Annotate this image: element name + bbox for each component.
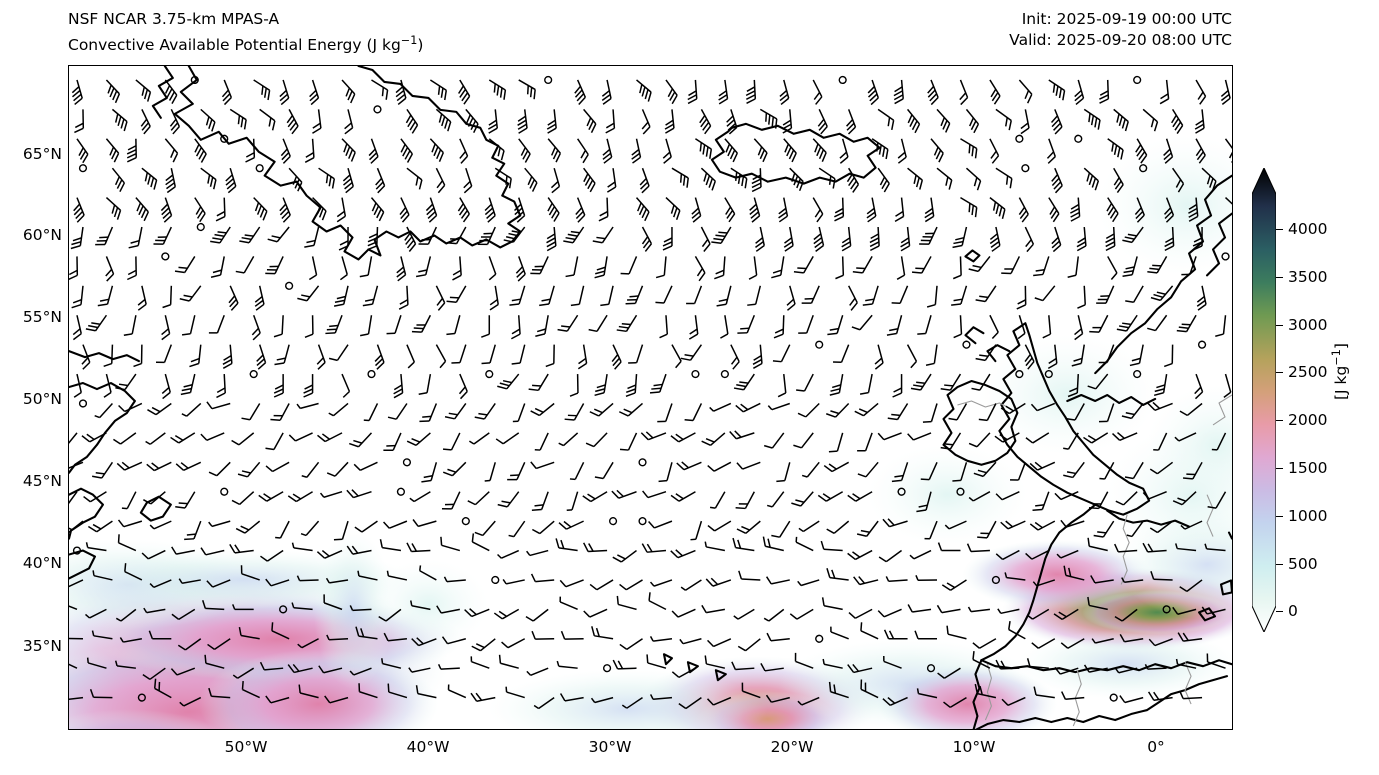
valid-time-label: Valid: 2025-09-20 08:00 UTC [1009,31,1232,49]
lat-tick-40n: 40°N [22,554,62,572]
map-canvas [69,66,1232,729]
lon-tick-0: 0° [1147,738,1165,756]
field-title-exponent: −1 [400,34,418,47]
colorbar-tick-500 [1276,564,1283,565]
colorbar-axis-label-text: [J kg [1332,365,1351,400]
colorbar-tick-3500 [1276,277,1283,278]
model-title: NSF NCAR 3.75-km MPAS-A [68,10,280,28]
colorbar-ticklabel-4000: 4000 [1288,220,1328,238]
lat-tick-50n: 50°N [22,390,62,408]
field-title-text: Convective Available Potential Energy (J… [68,36,401,55]
colorbar[interactable] [1252,168,1276,632]
colorbar-tick-1500 [1276,468,1283,469]
init-time-label: Init: 2025-09-19 00:00 UTC [1021,10,1232,28]
lat-tick-35n: 35°N [22,637,62,655]
lon-tick-40w: 40°W [406,738,450,756]
colorbar-ticklabel-2500: 2500 [1288,363,1328,381]
colorbar-tick-2000 [1276,420,1283,421]
lat-tick-45n: 45°N [22,472,62,490]
coastline-layer [69,66,1232,729]
lon-tick-30w: 30°W [588,738,632,756]
colorbar-tick-1000 [1276,516,1283,517]
colorbar-ticklabel-3000: 3000 [1288,316,1328,334]
colorbar-ticklabel-500: 500 [1288,555,1318,573]
cape-shading-layer [69,135,1232,729]
field-title: Convective Available Potential Energy (J… [68,30,423,56]
colorbar-axis-label-tail: ] [1332,343,1351,350]
colorbar-gradient [1252,168,1276,632]
field-title-tail: ) [417,36,424,55]
colorbar-ticklabel-3500: 3500 [1288,268,1328,286]
colorbar-ticklabel-2000: 2000 [1288,411,1328,429]
colorbar-axis-label: [J kg−1] [1330,343,1350,400]
colorbar-tick-4000 [1276,229,1283,230]
lat-tick-55n: 55°N [22,308,62,326]
lat-tick-65n: 65°N [22,145,62,163]
lon-tick-20w: 20°W [770,738,814,756]
header-right-block: Init: 2025-09-19 00:00 UTC Valid: 2025-0… [1009,9,1232,51]
colorbar-tick-2500 [1276,372,1283,373]
border-layer [957,394,1232,727]
colorbar-ticklabel-1500: 1500 [1288,459,1328,477]
colorbar-ticklabel-0: 0 [1288,602,1298,620]
map-axes[interactable] [68,65,1233,730]
colorbar-tick-0 [1276,611,1283,612]
colorbar-ticklabel-1000: 1000 [1288,507,1328,525]
lon-tick-10w: 10°W [952,738,996,756]
lon-tick-50w: 50°W [224,738,268,756]
colorbar-axis-label-exponent: −1 [1330,349,1343,366]
lat-tick-60n: 60°N [22,226,62,244]
colorbar-tick-3000 [1276,325,1283,326]
header-left-block: NSF NCAR 3.75-km MPAS-A Convective Avail… [68,9,423,56]
